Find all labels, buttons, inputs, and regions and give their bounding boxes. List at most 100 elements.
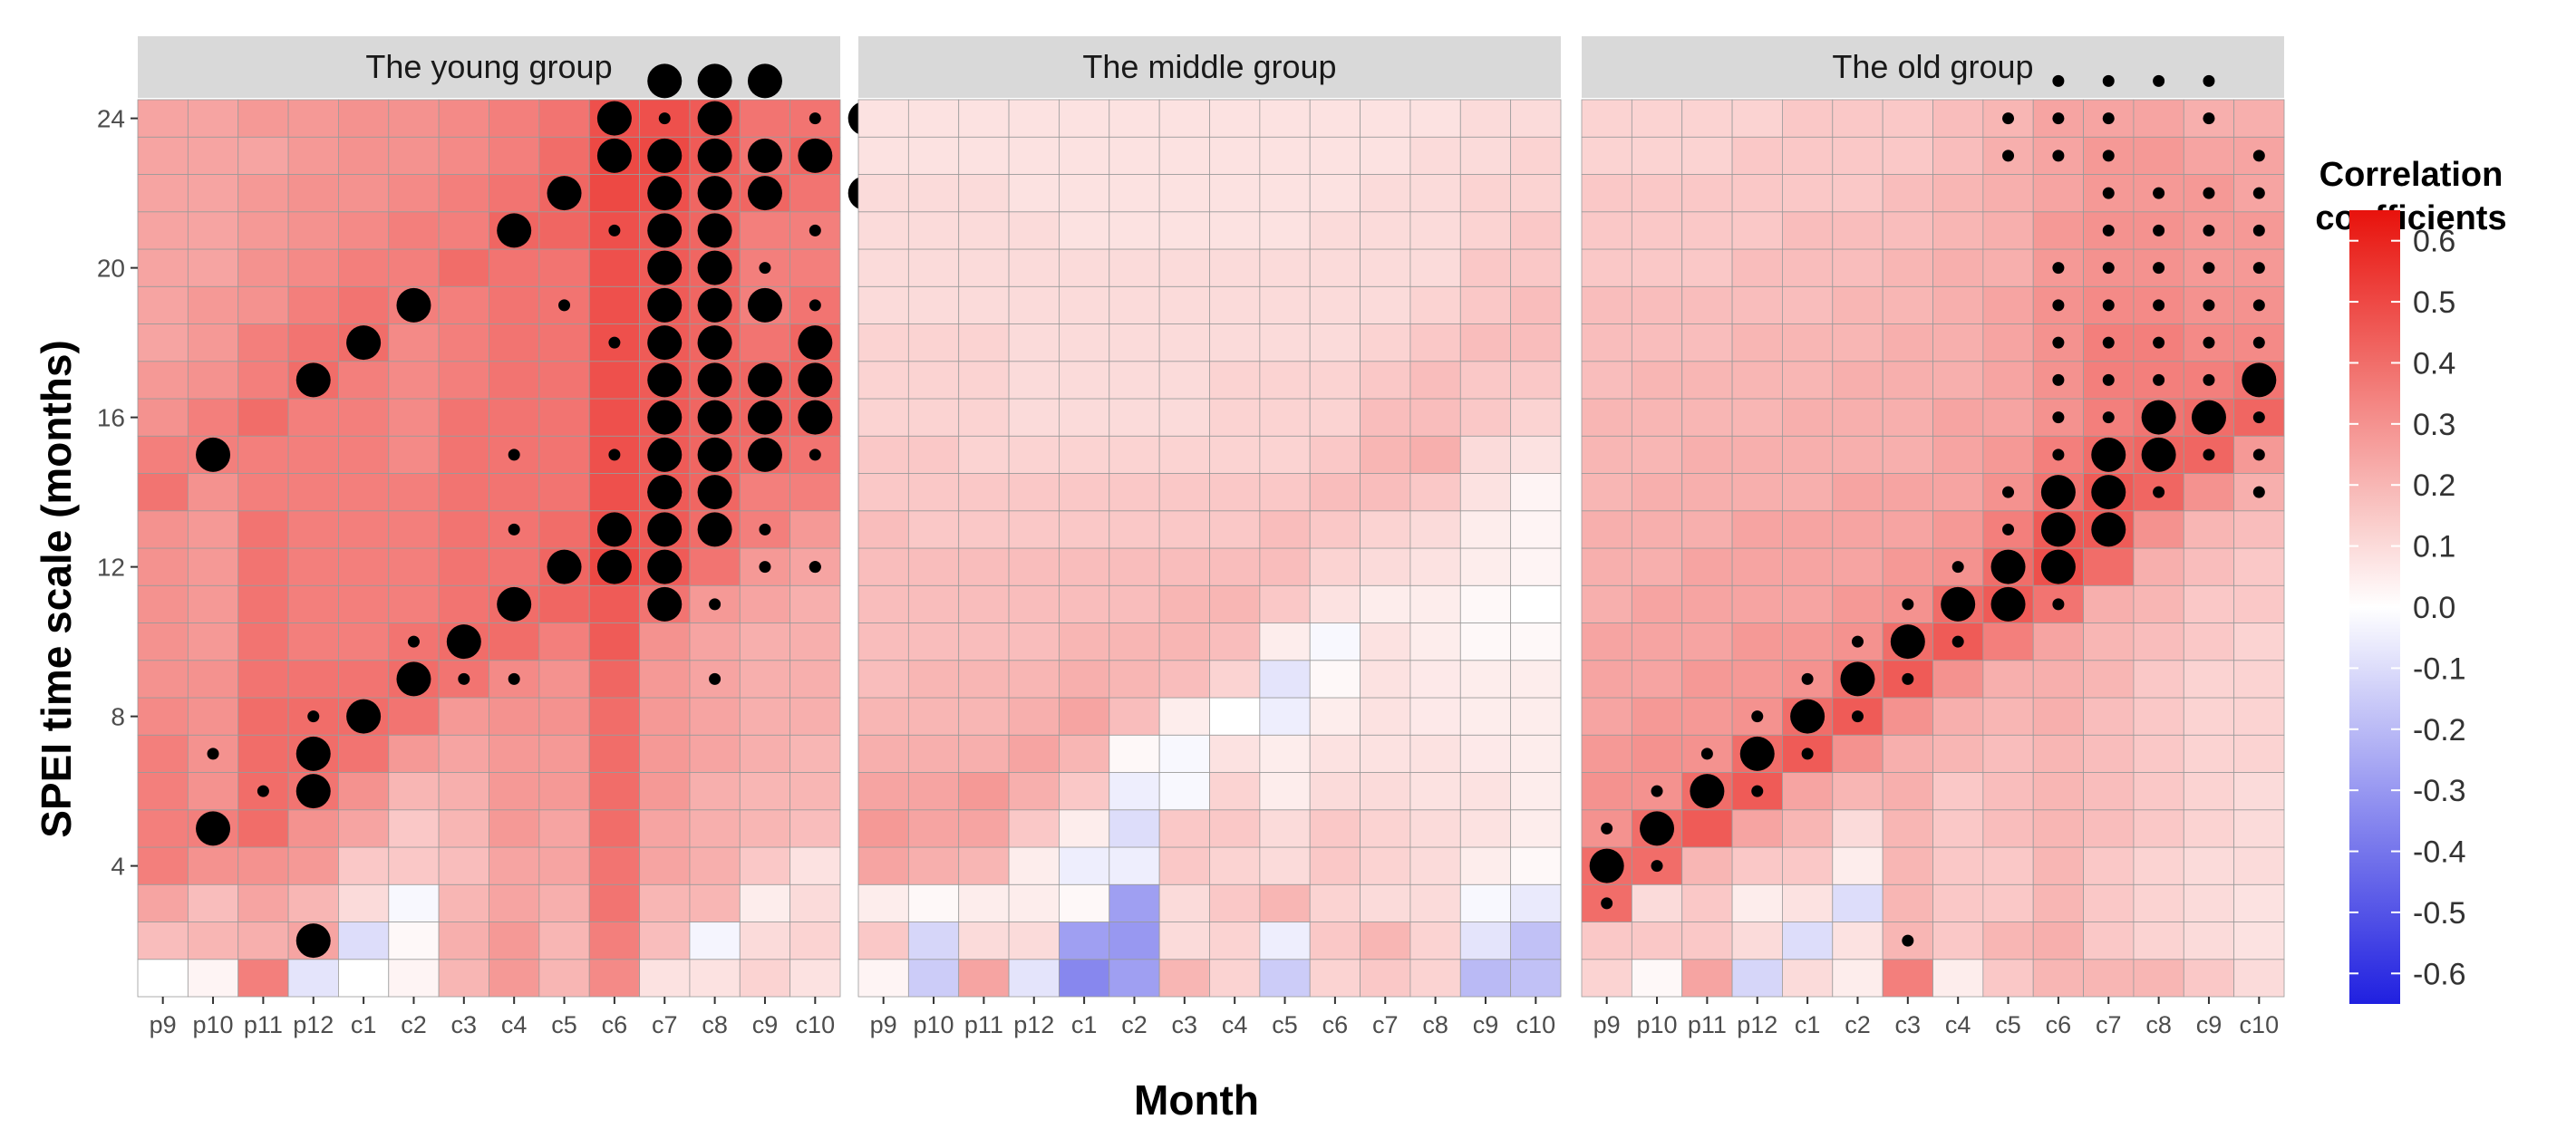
heatmap-tile xyxy=(1932,435,1984,474)
heatmap-tile xyxy=(857,959,909,998)
heatmap-tile xyxy=(1158,435,1210,474)
heatmap-tile xyxy=(1731,622,1783,661)
heatmap-tile xyxy=(1209,174,1261,213)
significance-dot xyxy=(1601,822,1613,835)
panel-title: The middle group xyxy=(1082,48,1336,85)
significance-dot xyxy=(2002,112,2015,125)
panel-strip xyxy=(1582,36,2284,98)
heatmap-tile xyxy=(1459,248,1512,287)
heatmap-tile xyxy=(1409,846,1461,885)
heatmap-tile xyxy=(1209,510,1261,549)
heatmap-tile xyxy=(1782,772,1834,811)
heatmap-tile xyxy=(1782,323,1834,362)
panel-middle: The middle group p9 p10 p11 p12 c1 c2 c3 c4 c5 c6 c… xyxy=(857,36,1562,1038)
max-correlation-dot xyxy=(2242,362,2277,398)
heatmap-tile xyxy=(1409,959,1461,998)
heatmap-tile xyxy=(237,510,289,549)
heatmap-tile xyxy=(958,959,1010,998)
heatmap-tile xyxy=(1832,248,1884,287)
significance-dot xyxy=(2153,74,2165,87)
heatmap-tile xyxy=(857,922,909,960)
heatmap-tile xyxy=(187,510,239,549)
significance-dot xyxy=(809,449,821,461)
heatmap-tile xyxy=(1158,660,1210,699)
heatmap-tile xyxy=(789,809,841,848)
max-correlation-dot xyxy=(798,325,833,361)
heatmap-tile xyxy=(1209,697,1261,736)
heatmap-tile xyxy=(1731,248,1783,287)
heatmap-tile xyxy=(1510,248,1562,287)
significance-dot xyxy=(2252,187,2265,199)
heatmap-tile xyxy=(739,846,791,885)
heatmap-tile xyxy=(907,211,960,250)
heatmap-tile xyxy=(489,473,540,512)
heatmap-tile xyxy=(639,772,691,811)
legend-tick-label: -0.5 xyxy=(2413,896,2466,931)
max-correlation-dot xyxy=(196,437,231,472)
heatmap-tile xyxy=(907,809,960,848)
heatmap-tile xyxy=(1681,361,1733,400)
significance-dot xyxy=(759,523,771,536)
heatmap-tile xyxy=(907,510,960,549)
heatmap-tile xyxy=(338,285,390,324)
heatmap-tile xyxy=(689,547,741,586)
heatmap-tile xyxy=(388,510,440,549)
legend-tick-label: 0.3 xyxy=(2413,408,2455,442)
heatmap-tile xyxy=(1209,883,1261,922)
heatmap-tile xyxy=(1259,285,1311,324)
legend-tick-label: -0.3 xyxy=(2413,774,2466,808)
significance-dot xyxy=(2052,373,2065,386)
max-correlation-dot xyxy=(747,138,782,173)
heatmap-tile xyxy=(438,361,489,400)
heatmap-tile xyxy=(789,697,841,736)
heatmap-tile xyxy=(958,136,1010,175)
heatmap-tile xyxy=(958,883,1010,922)
heatmap-tile xyxy=(1782,622,1834,661)
max-correlation-dot xyxy=(295,736,331,771)
significance-dot xyxy=(2203,262,2215,275)
heatmap-tile xyxy=(338,136,390,175)
significance-dot xyxy=(2052,74,2065,87)
heatmap-tile xyxy=(538,622,590,661)
heatmap-tile xyxy=(1681,473,1733,512)
heatmap-tile xyxy=(689,809,741,848)
heatmap-tile xyxy=(1681,99,1733,138)
heatmap-tile xyxy=(1360,323,1411,362)
heatmap-tile xyxy=(1109,922,1160,960)
heatmap-tile xyxy=(958,285,1010,324)
max-correlation-dot xyxy=(647,512,683,547)
heatmap-tile xyxy=(1259,361,1311,400)
x-tick-label: c9 xyxy=(1473,1011,1499,1038)
heatmap-tile xyxy=(958,248,1010,287)
heatmap-tile xyxy=(1309,435,1361,474)
heatmap-tile xyxy=(958,510,1010,549)
heatmap-tile xyxy=(2183,734,2235,773)
heatmap-tile xyxy=(1882,285,1933,324)
legend-tick-label: -0.4 xyxy=(2413,835,2466,870)
significance-dot xyxy=(759,262,771,275)
heatmap-tile xyxy=(1109,846,1160,885)
heatmap-tile xyxy=(1832,809,1884,848)
heatmap-tile xyxy=(1409,772,1461,811)
significance-dot xyxy=(608,449,621,461)
x-axis-title: Month xyxy=(1134,1076,1259,1124)
heatmap-tile xyxy=(1982,174,2034,213)
heatmap-tile xyxy=(739,734,791,773)
heatmap-tile xyxy=(857,398,909,437)
heatmap-tile xyxy=(287,435,339,474)
heatmap-tile xyxy=(857,883,909,922)
heatmap-tile xyxy=(1681,248,1733,287)
heatmap-tile xyxy=(1832,584,1884,623)
heatmap-tile xyxy=(1209,772,1261,811)
heatmap-tile xyxy=(1259,510,1311,549)
heatmap-tile xyxy=(588,660,640,699)
heatmap-tile xyxy=(338,660,390,699)
heatmap-tile xyxy=(907,883,960,922)
heatmap-tile xyxy=(1059,846,1110,885)
x-tick-label: c8 xyxy=(702,1011,728,1038)
heatmap-tile xyxy=(1008,547,1060,586)
heatmap-tile xyxy=(438,547,489,586)
heatmap-tile xyxy=(1581,285,1632,324)
heatmap-tile xyxy=(187,622,239,661)
heatmap-tile xyxy=(1209,622,1261,661)
